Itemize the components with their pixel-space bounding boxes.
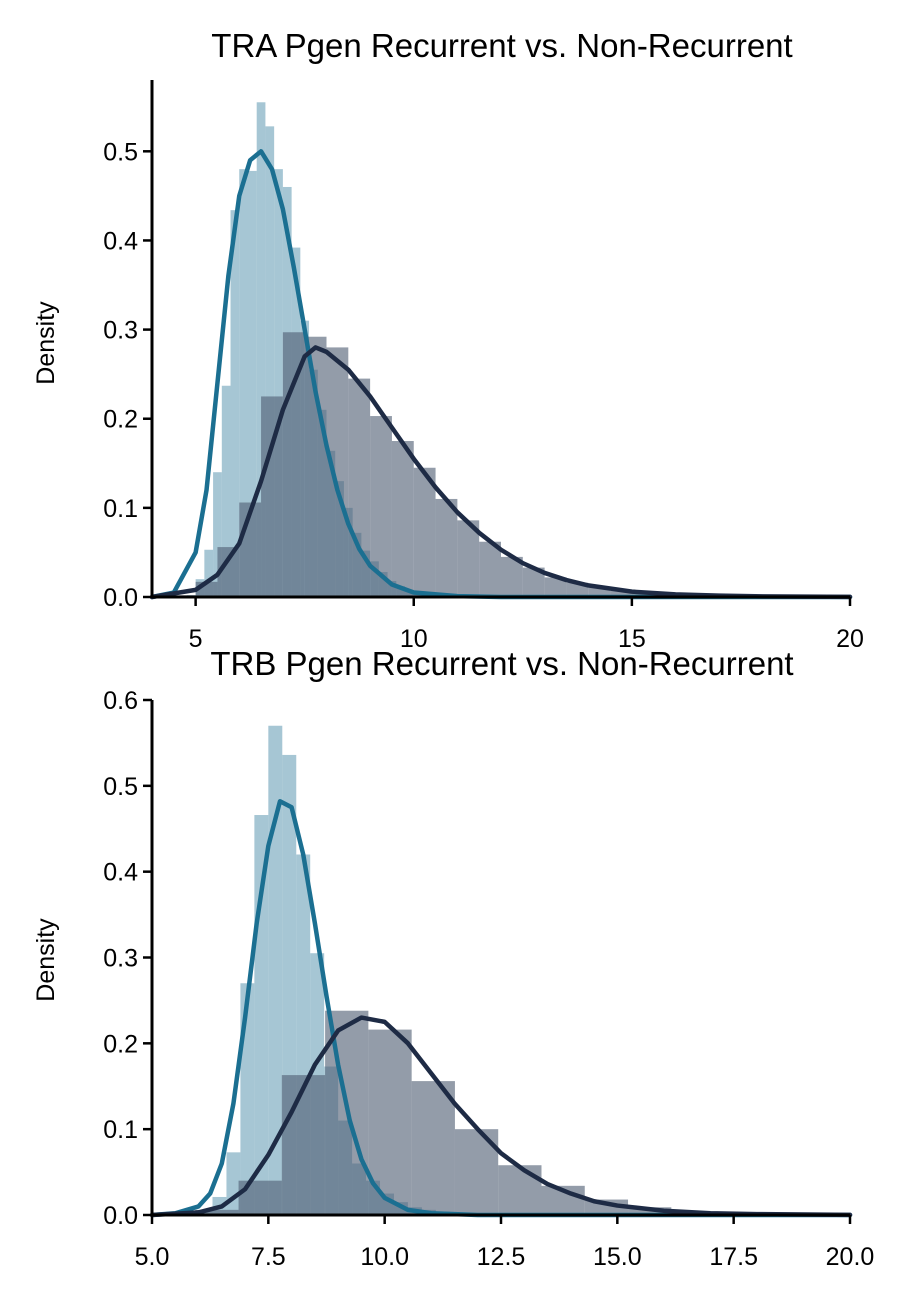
- trb-x-tick-label: 12.5: [477, 1243, 526, 1271]
- tra-non-recurrent-hist-bar: [479, 541, 501, 597]
- trb-density-curves: [149, 799, 853, 1218]
- trb-y-tick-label: 0.4: [103, 859, 138, 887]
- tra-y-tick-label: 0.5: [103, 138, 138, 166]
- trb-recurrent-density-line: [149, 799, 853, 1218]
- tra-x-tick-label: 15: [618, 625, 646, 653]
- tra-non-recurrent-hist-bar: [370, 416, 392, 597]
- tra-non-recurrent-density-line: [149, 345, 853, 600]
- tra-y-tick-label: 0.0: [103, 584, 138, 612]
- tra-non-recurrent-hist-bar: [282, 332, 305, 597]
- trb-ylabel: Density: [32, 918, 60, 1002]
- tra-panel: TRA Pgen Recurrent vs. Non-Recurrent Den…: [32, 27, 864, 653]
- trb-y-tick-label: 0.3: [103, 945, 138, 973]
- trb-non-recurrent-density-line: [149, 1015, 853, 1218]
- trb-recurrent-hist-bar: [226, 1152, 241, 1215]
- trb-y-tick-label: 0.6: [103, 687, 138, 715]
- tra-non-recurrent-hist-bar: [217, 547, 240, 597]
- tra-non-recurrent-hist-bar: [522, 567, 545, 597]
- trb-y-tick-label: 0.1: [103, 1116, 138, 1144]
- tra-y-tick-label: 0.2: [103, 406, 138, 434]
- tra-recurrent-hist-bar: [274, 169, 283, 597]
- tra-recurrent-density-line: [149, 149, 853, 600]
- tra-recurrent-hist-bar: [213, 472, 222, 597]
- tra-non-recurrent-hist-bar: [588, 587, 611, 597]
- tra-density-curves: [149, 149, 853, 600]
- tra-y-tick-label: 0.1: [103, 495, 138, 523]
- trb-non-recurrent-hist-bar: [281, 1075, 326, 1215]
- trb-non-recurrent-hist-bar: [498, 1165, 542, 1215]
- trb-non-recurrent-hist-bar: [411, 1081, 455, 1215]
- tra-ylabel: Density: [32, 301, 60, 385]
- trb-x-tick-label: 20.0: [826, 1243, 875, 1271]
- tra-x-tick-label: 20: [836, 625, 864, 653]
- trb-panel: TRB Pgen Recurrent vs. Non-Recurrent Den…: [32, 645, 874, 1271]
- tra-axes: 0.0 0.1 0.2 0.3 0.4 0.5 5 10 15 20: [103, 80, 864, 653]
- tra-non-recurrent-hist-bar: [304, 336, 327, 597]
- trb-recurrent-hist-bar: [268, 725, 283, 1215]
- trb-x-tick-label: 17.5: [709, 1243, 758, 1271]
- trb-title: TRB Pgen Recurrent vs. Non-Recurrent: [210, 645, 793, 682]
- trb-x-tick-label: 10.0: [360, 1243, 409, 1271]
- tra-non-recurrent-hist-bar: [435, 498, 458, 597]
- tra-x-tick-label: 5: [189, 625, 203, 653]
- trb-axes: 0.0 0.1 0.2 0.3 0.4 0.5 0.6 5.0 7.5 10.0 12.5 15.0 1…: [103, 687, 874, 1271]
- tra-recurrent-hist-bar: [204, 549, 214, 597]
- tra-x-tick-label: 10: [400, 625, 428, 653]
- tra-non-recurrent-hist-bar: [326, 347, 349, 597]
- tra-recurrent-hist-bar: [239, 169, 248, 597]
- tra-non-recurrent-hist-bar: [413, 467, 436, 597]
- tra-recurrent-hist-bar: [230, 210, 240, 597]
- trb-non-recurrent-hist-bar: [195, 1209, 239, 1215]
- tra-non-recurrent-hist-bar: [501, 556, 523, 597]
- tra-recurrent-hist-bar: [256, 102, 266, 597]
- tra-recurrent-hist-bar: [265, 126, 275, 597]
- tra-title: TRA Pgen Recurrent vs. Non-Recurrent: [211, 27, 792, 64]
- tra-y-tick-label: 0.4: [103, 227, 138, 255]
- tra-recurrent-hist-bar: [247, 170, 257, 598]
- tra-non-recurrent-hist-bar: [261, 396, 283, 597]
- tra-histograms: [173, 102, 763, 598]
- trb-y-tick-label: 0.5: [103, 773, 138, 801]
- trb-x-tick-label: 7.5: [251, 1243, 286, 1271]
- tra-non-recurrent-hist-bar: [348, 378, 371, 597]
- tra-y-tick-label: 0.3: [103, 317, 138, 345]
- trb-y-tick-label: 0.0: [103, 1202, 138, 1230]
- tra-non-recurrent-hist-bar: [391, 441, 414, 597]
- tra-recurrent-hist-bar: [221, 385, 231, 597]
- tra-non-recurrent-hist-bar: [457, 520, 480, 597]
- tra-non-recurrent-hist-bar: [610, 590, 632, 597]
- trb-x-tick-label: 15.0: [593, 1243, 642, 1271]
- tra-non-recurrent-hist-bar: [544, 577, 567, 597]
- trb-y-tick-label: 0.2: [103, 1030, 138, 1058]
- trb-x-tick-label: 5.0: [135, 1243, 170, 1271]
